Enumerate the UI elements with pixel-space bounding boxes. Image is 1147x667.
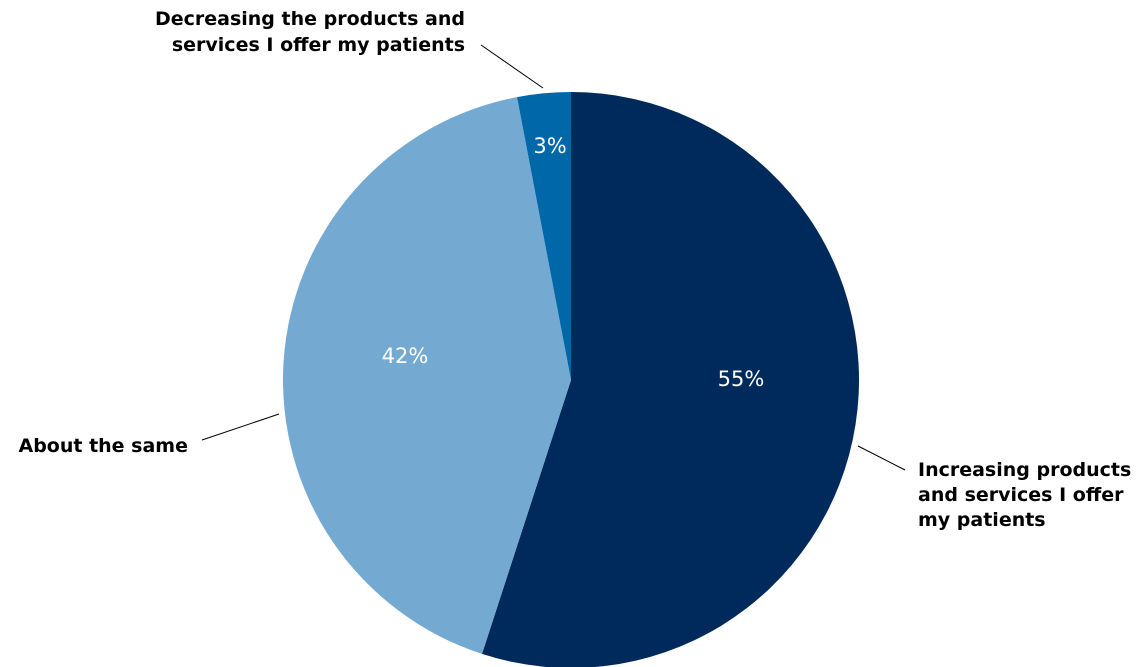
callout-label-line: Increasing products (918, 459, 1131, 481)
callout-label-same: About the same (18, 435, 188, 457)
callout-label-increasing: Increasing products and services I offer m… (918, 459, 1131, 531)
slice-percent-label-same: 42% (382, 344, 429, 368)
callout-labels: Increasing products and services I offer m… (18, 8, 1131, 531)
leader-line-increasing (857, 445, 906, 471)
callout-label-line: my patients (918, 509, 1046, 531)
callout-label-line: Decreasing the products and (155, 8, 465, 30)
callout-label-decreasing: Decreasing the products and services I of… (155, 8, 465, 56)
pie-slice-decreasing (517, 92, 571, 380)
percentage-labels: 55% 42% 3% (382, 134, 765, 391)
leader-line-decreasing (480, 44, 544, 89)
callout-label-line: and services I offer (918, 484, 1124, 506)
leader-line-same (201, 413, 280, 441)
slice-percent-label-increasing: 55% (718, 367, 765, 391)
callout-label-line: services I offer my patients (172, 34, 465, 56)
slice-percent-label-decreasing: 3% (533, 134, 566, 158)
pie-slices (283, 92, 859, 667)
callout-label-line: About the same (18, 435, 188, 457)
pie-slice-increasing (482, 92, 859, 667)
pie-slice-same (283, 97, 571, 654)
